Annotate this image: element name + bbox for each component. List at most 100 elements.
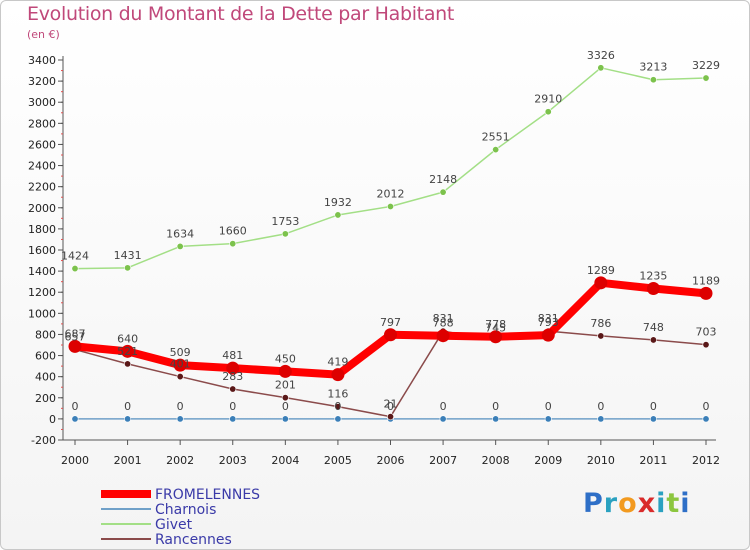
data-point — [68, 339, 82, 353]
logo-letter: i — [656, 488, 667, 519]
data-label: 703 — [696, 326, 717, 339]
x-tick-label: 2001 — [114, 454, 142, 467]
data-label: 745 — [485, 321, 506, 334]
data-label: 831 — [538, 312, 559, 325]
data-label: 0 — [492, 400, 499, 413]
y-tick-label: 2400 — [28, 160, 56, 173]
data-point — [384, 328, 397, 342]
data-point — [436, 329, 450, 343]
data-label: 0 — [440, 400, 447, 413]
x-tick-label: 2002 — [166, 454, 194, 467]
data-label: 1660 — [219, 225, 247, 238]
y-tick-label: 1200 — [28, 286, 56, 299]
data-point — [71, 265, 79, 273]
data-point — [439, 415, 447, 423]
data-point — [176, 242, 184, 250]
y-tick-label: 3000 — [28, 96, 56, 109]
data-point — [386, 413, 394, 421]
y-tick-label: 200 — [35, 392, 56, 405]
y-tick-label: 3400 — [28, 54, 56, 67]
data-point — [597, 64, 605, 72]
data-label: 0 — [282, 400, 289, 413]
data-label: 1289 — [587, 264, 615, 277]
data-point — [334, 403, 342, 411]
y-tick-label: 0 — [49, 413, 56, 426]
data-point — [649, 336, 657, 344]
x-tick-label: 2006 — [377, 454, 405, 467]
data-point — [229, 415, 237, 423]
data-label: 0 — [124, 400, 131, 413]
data-label: 2551 — [482, 131, 510, 144]
data-label: 788 — [433, 317, 454, 330]
data-point — [71, 415, 79, 423]
data-label: 481 — [222, 349, 243, 362]
data-point — [594, 276, 608, 290]
x-tick-label: 2011 — [639, 454, 667, 467]
data-point — [439, 188, 447, 196]
y-tick-label: 1400 — [28, 265, 56, 278]
data-point — [699, 286, 713, 300]
y-tick-label: -200 — [31, 434, 56, 447]
data-point — [281, 230, 289, 238]
y-tick-label: 2600 — [28, 138, 56, 151]
data-point — [544, 108, 552, 116]
data-label: 3213 — [639, 61, 667, 74]
data-label: 1932 — [324, 196, 352, 209]
y-tick-label: 1000 — [28, 307, 56, 320]
data-label: 116 — [327, 388, 348, 401]
y-tick-label: 3200 — [28, 75, 56, 88]
data-label: 0 — [387, 400, 394, 413]
data-label: 0 — [334, 400, 341, 413]
data-label: 0 — [703, 400, 710, 413]
data-point — [281, 415, 289, 423]
data-label: 283 — [222, 370, 243, 383]
data-label: 521 — [117, 345, 138, 358]
data-label: 1753 — [271, 215, 299, 228]
data-point — [702, 74, 710, 82]
data-point — [492, 415, 500, 423]
x-tick-label: 2004 — [271, 454, 299, 467]
chart-subtitle: (en €) — [27, 28, 60, 41]
proxiti-logo: Proxiti — [583, 488, 691, 519]
data-point — [176, 373, 184, 381]
data-label: 797 — [380, 316, 401, 329]
x-tick-label: 2000 — [61, 454, 89, 467]
data-label: 450 — [275, 352, 296, 365]
legend-label: Charnois — [155, 502, 216, 518]
data-label: 1431 — [114, 249, 142, 262]
data-point — [702, 341, 710, 349]
data-label: 0 — [597, 400, 604, 413]
legend-label: Givet — [155, 517, 193, 533]
data-label: 3229 — [692, 59, 720, 72]
data-label: 793 — [538, 316, 559, 329]
data-label: 1424 — [61, 250, 89, 263]
data-point — [226, 361, 240, 375]
series-lines — [68, 64, 713, 423]
x-tick-label: 2003 — [219, 454, 247, 467]
data-label: 2910 — [534, 93, 562, 106]
data-point — [229, 385, 237, 393]
data-label: 640 — [117, 332, 138, 345]
data-label: 201 — [275, 379, 296, 392]
data-point — [173, 358, 187, 372]
data-label: 1189 — [692, 274, 720, 287]
y-tick-label: 1800 — [28, 223, 56, 236]
data-label: 419 — [327, 356, 348, 369]
x-tick-label: 2009 — [534, 454, 562, 467]
data-label: 21 — [384, 398, 398, 411]
data-point — [331, 368, 345, 382]
y-tick-label: 2000 — [28, 202, 56, 215]
logo-letter: x — [637, 488, 657, 519]
data-point — [489, 330, 503, 344]
logo-letter: t — [666, 488, 681, 519]
data-label: 748 — [643, 321, 664, 334]
data-label: 509 — [170, 346, 191, 359]
y-tick-label: 1600 — [28, 244, 56, 257]
data-label: 0 — [545, 400, 552, 413]
legend-label: Rancennes — [155, 532, 232, 548]
x-tick-label: 2010 — [587, 454, 615, 467]
data-point — [544, 415, 552, 423]
